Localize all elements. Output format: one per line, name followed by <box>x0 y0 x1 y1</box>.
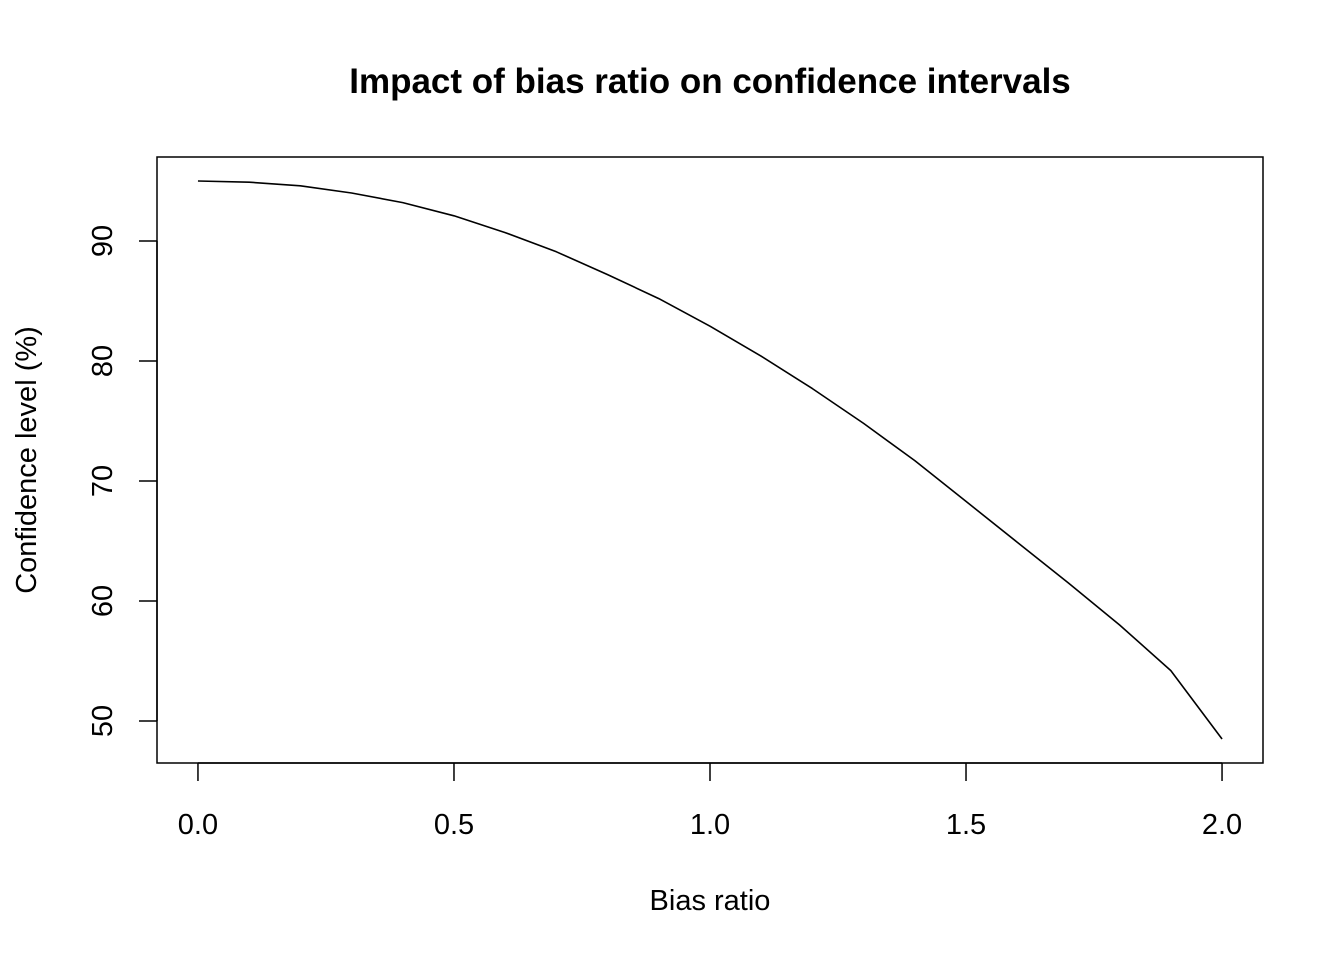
series-layer <box>197 180 1223 740</box>
plot-frame <box>156 156 1264 764</box>
series-line <box>197 180 1223 740</box>
y-axis-label: Confidence level (%) <box>11 326 43 594</box>
x-tick-label: 2.0 <box>1202 809 1242 841</box>
x-axis: 0.0 0.5 1.0 1.5 2.0 <box>178 762 1242 841</box>
y-tick-label: 50 <box>87 705 119 737</box>
x-tick-label: 1.5 <box>946 809 986 841</box>
y-tick-label: 90 <box>87 225 119 257</box>
x-axis-label: Bias ratio <box>650 885 771 917</box>
y-tick-label: 60 <box>87 585 119 617</box>
y-tick-label: 70 <box>87 465 119 497</box>
y-tick-label: 80 <box>87 345 119 377</box>
x-tick-label: 0.5 <box>434 809 474 841</box>
x-tick-label: 1.0 <box>690 809 730 841</box>
y-axis: 50 60 70 80 90 <box>87 225 158 737</box>
x-tick-label: 0.0 <box>178 809 218 841</box>
chart-title: Impact of bias ratio on confidence inter… <box>349 62 1071 101</box>
